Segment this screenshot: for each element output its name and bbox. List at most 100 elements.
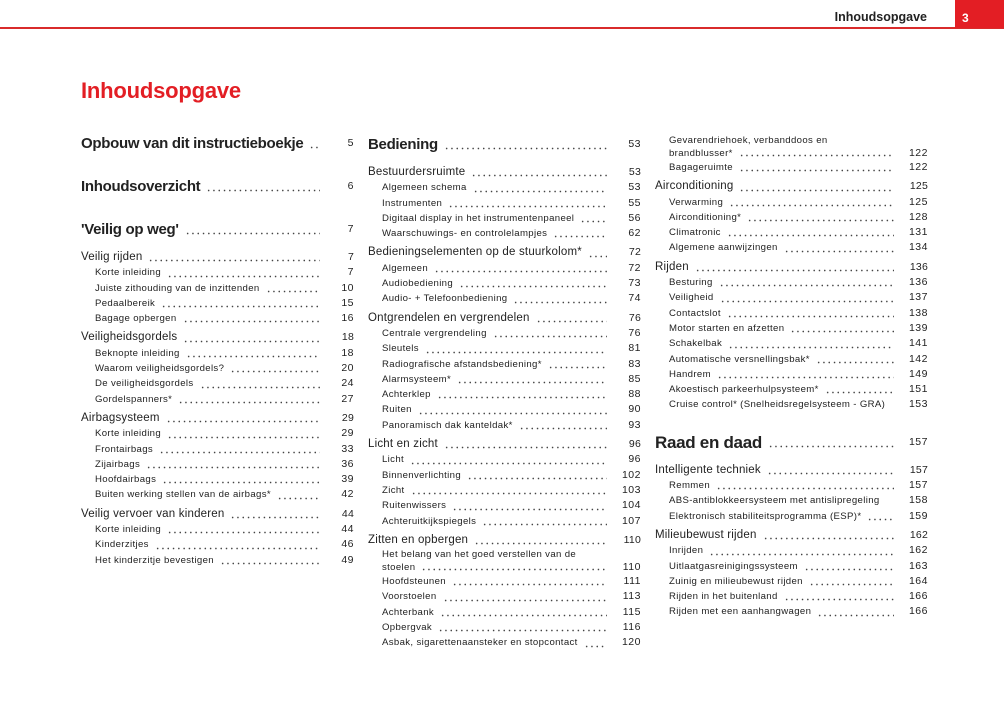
toc-row[interactable]: De veiligheidsgordels 24 bbox=[81, 376, 354, 391]
toc-row[interactable]: Kinderzitjes 46 bbox=[81, 537, 354, 552]
toc-entry-item[interactable]: Zuinig en milieubewust rijden 164 bbox=[655, 574, 928, 589]
toc-row[interactable]: Voorstoelen 113 bbox=[368, 589, 641, 604]
toc-entry-item[interactable]: Zicht 103 bbox=[368, 483, 641, 498]
toc-entry-item[interactable]: Climatronic 131 bbox=[655, 225, 928, 240]
toc-row[interactable]: Opbouw van dit instructieboekje 5 bbox=[81, 130, 354, 157]
toc-entry-item[interactable]: Korte inleiding 44 bbox=[81, 522, 354, 537]
toc-entry-item[interactable]: Hoofdsteunen 111 bbox=[368, 574, 641, 589]
toc-entry-item[interactable]: De veiligheidsgordels 24 bbox=[81, 376, 354, 391]
toc-row[interactable]: Airbagsysteem 29 bbox=[81, 411, 354, 426]
toc-row[interactable]: Intelligente techniek 157 bbox=[655, 463, 928, 478]
toc-row[interactable]: Audiobediening 73 bbox=[368, 276, 641, 291]
toc-entry-item[interactable]: Zijairbags 36 bbox=[81, 457, 354, 472]
toc-row[interactable]: Besturing 136 bbox=[655, 275, 928, 290]
toc-row[interactable]: Zitten en opbergen 110 bbox=[368, 533, 641, 548]
toc-entry-item[interactable]: Buiten werking stellen van de airbags* 42 bbox=[81, 487, 354, 502]
toc-row[interactable]: Veiligheidsgordels 18 bbox=[81, 330, 354, 345]
toc-entry-item[interactable]: Het belang van het goed verstellen van d… bbox=[368, 548, 641, 574]
toc-entry-item[interactable]: Cruise control* (Snelheidsregelsysteem -… bbox=[655, 397, 928, 412]
toc-entry-item[interactable]: Opbergvak 116 bbox=[368, 620, 641, 635]
toc-row[interactable]: Korte inleiding 44 bbox=[81, 522, 354, 537]
toc-entry-item[interactable]: Centrale vergrendeling 76 bbox=[368, 326, 641, 341]
toc-row[interactable]: Audio- + Telefoonbediening 74 bbox=[368, 291, 641, 306]
toc-entry-item[interactable]: Radiografische afstandsbediening* 83 bbox=[368, 357, 641, 372]
toc-row[interactable]: Zijairbags 36 bbox=[81, 457, 354, 472]
toc-entry-item[interactable]: Uitlaatgasreinigingssysteem 163 bbox=[655, 559, 928, 574]
toc-row[interactable]: Zuinig en milieubewust rijden 164 bbox=[655, 574, 928, 589]
toc-row[interactable]: Het kinderzitje bevestigen 49 bbox=[81, 553, 354, 568]
toc-row[interactable]: Contactslot 138 bbox=[655, 306, 928, 321]
toc-row[interactable]: Rijden met een aanhangwagen 166 bbox=[655, 604, 928, 619]
toc-row[interactable]: Alarmsysteem* 85 bbox=[368, 372, 641, 387]
toc-entry-item[interactable]: Gordelspanners* 27 bbox=[81, 392, 354, 407]
toc-entry-item[interactable]: Pedaalbereik 15 bbox=[81, 296, 354, 311]
toc-row[interactable]: Korte inleiding 7 bbox=[81, 265, 354, 280]
toc-row[interactable]: Korte inleiding 29 bbox=[81, 426, 354, 441]
toc-row[interactable]: Uitlaatgasreinigingssysteem 163 bbox=[655, 559, 928, 574]
toc-row[interactable]: stoelen 110 bbox=[368, 561, 641, 574]
toc-row[interactable]: Radiografische afstandsbediening* 83 bbox=[368, 357, 641, 372]
toc-entry-item[interactable]: Besturing 136 bbox=[655, 275, 928, 290]
toc-row[interactable]: Hoofdairbags 39 bbox=[81, 472, 354, 487]
toc-row[interactable]: Gordelspanners* 27 bbox=[81, 392, 354, 407]
toc-entry-item[interactable]: Remmen 157 bbox=[655, 478, 928, 493]
toc-row[interactable]: Airconditioning 125 bbox=[655, 179, 928, 194]
toc-row[interactable]: Verwarming 125 bbox=[655, 195, 928, 210]
toc-entry-item[interactable]: Bagageruimte 122 bbox=[655, 160, 928, 175]
toc-row[interactable]: Milieubewust rijden 162 bbox=[655, 528, 928, 543]
toc-entry-item[interactable]: Audiobediening 73 bbox=[368, 276, 641, 291]
toc-row[interactable]: Buiten werking stellen van de airbags* 42 bbox=[81, 487, 354, 502]
toc-entry-item[interactable]: Inrijden 162 bbox=[655, 543, 928, 558]
toc-entry-item[interactable]: Juiste zithouding van de inzittenden 10 bbox=[81, 281, 354, 296]
toc-row[interactable]: Algemeen 72 bbox=[368, 261, 641, 276]
toc-row[interactable]: Ruiten 90 bbox=[368, 402, 641, 417]
toc-row[interactable]: Licht 96 bbox=[368, 452, 641, 467]
toc-entry-item[interactable]: Kinderzitjes 46 bbox=[81, 537, 354, 552]
toc-row[interactable]: Veiligheid 137 bbox=[655, 290, 928, 305]
toc-row[interactable]: Frontairbags 33 bbox=[81, 442, 354, 457]
toc-row[interactable]: Inhoudsoverzicht 6 bbox=[81, 173, 354, 200]
toc-entry-item[interactable]: Automatische versnellingsbak* 142 bbox=[655, 352, 928, 367]
toc-entry-item[interactable]: Elektronisch stabiliteitsprogramma (ESP)… bbox=[655, 509, 928, 524]
toc-row[interactable]: Akoestisch parkeerhulpsysteem* 151 bbox=[655, 382, 928, 397]
toc-row[interactable]: Ruitenwissers 104 bbox=[368, 498, 641, 513]
toc-row[interactable]: Climatronic 131 bbox=[655, 225, 928, 240]
toc-entry-item[interactable]: Ruitenwissers 104 bbox=[368, 498, 641, 513]
toc-entry-item[interactable]: Contactslot 138 bbox=[655, 306, 928, 321]
toc-row[interactable]: Bedieningselementen op de stuurkolom* 72 bbox=[368, 245, 641, 260]
toc-entry-item[interactable]: Sleutels 81 bbox=[368, 341, 641, 356]
toc-row[interactable]: Bestuurdersruimte 53 bbox=[368, 165, 641, 180]
toc-row[interactable]: Centrale vergrendeling 76 bbox=[368, 326, 641, 341]
toc-row[interactable]: Instrumenten 55 bbox=[368, 196, 641, 211]
toc-entry-item[interactable]: Beknopte inleiding 18 bbox=[81, 346, 354, 361]
toc-entry-item[interactable]: Panoramisch dak kanteldak* 93 bbox=[368, 418, 641, 433]
toc-row[interactable]: Cruise control* (Snelheidsregelsysteem -… bbox=[655, 397, 928, 412]
toc-row[interactable]: Achterklep 88 bbox=[368, 387, 641, 402]
toc-row[interactable]: Waarom veiligheidsgordels? 20 bbox=[81, 361, 354, 376]
toc-row[interactable]: Bediening 53 bbox=[368, 131, 641, 158]
toc-entry-item[interactable]: Voorstoelen 113 bbox=[368, 589, 641, 604]
toc-entry-item[interactable]: Achterbank 115 bbox=[368, 605, 641, 620]
toc-row[interactable]: Automatische versnellingsbak* 142 bbox=[655, 352, 928, 367]
toc-entry-item[interactable]: Alarmsysteem* 85 bbox=[368, 372, 641, 387]
toc-row[interactable]: brandblusser* 122 bbox=[655, 147, 928, 160]
toc-row[interactable]: Binnenverlichting 102 bbox=[368, 468, 641, 483]
toc-row[interactable]: Hoofdsteunen 111 bbox=[368, 574, 641, 589]
toc-row[interactable]: Waarschuwings- en controlelampjes 62 bbox=[368, 226, 641, 241]
toc-row[interactable]: Licht en zicht 96 bbox=[368, 437, 641, 452]
toc-row[interactable]: Sleutels 81 bbox=[368, 341, 641, 356]
toc-row[interactable]: Bagageruimte 122 bbox=[655, 160, 928, 175]
toc-entry-item[interactable]: Waarom veiligheidsgordels? 20 bbox=[81, 361, 354, 376]
toc-row[interactable]: Juiste zithouding van de inzittenden 10 bbox=[81, 281, 354, 296]
toc-entry-item[interactable]: Achterklep 88 bbox=[368, 387, 641, 402]
toc-entry-item[interactable]: Frontairbags 33 bbox=[81, 442, 354, 457]
toc-row[interactable]: Achteruitkijkspiegels 107 bbox=[368, 514, 641, 529]
toc-row[interactable]: Panoramisch dak kanteldak* 93 bbox=[368, 418, 641, 433]
toc-entry-item[interactable]: Het kinderzitje bevestigen 49 bbox=[81, 553, 354, 568]
toc-row[interactable]: Schakelbak 141 bbox=[655, 336, 928, 351]
toc-row[interactable]: Algemene aanwijzingen 134 bbox=[655, 240, 928, 255]
toc-entry-item[interactable]: Achteruitkijkspiegels 107 bbox=[368, 514, 641, 529]
toc-entry-item[interactable]: Akoestisch parkeerhulpsysteem* 151 bbox=[655, 382, 928, 397]
toc-entry-item[interactable]: Handrem 149 bbox=[655, 367, 928, 382]
toc-row[interactable]: Algemeen schema 53 bbox=[368, 180, 641, 195]
